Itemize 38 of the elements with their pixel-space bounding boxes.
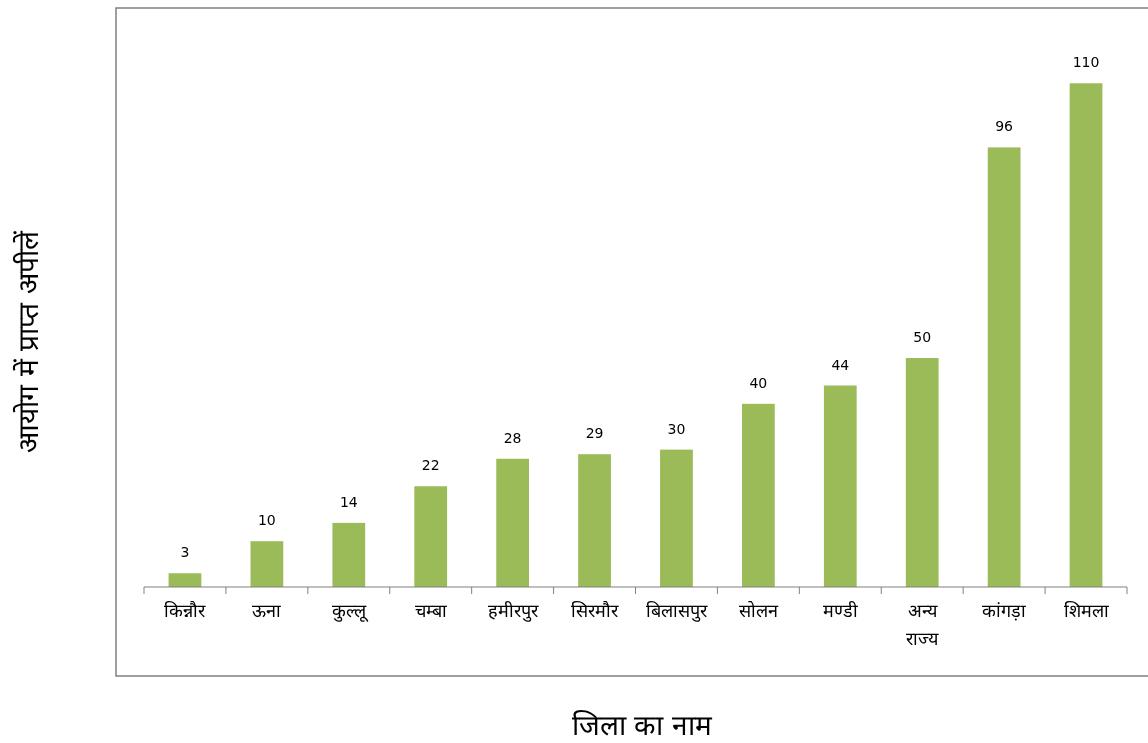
data-label: 28 bbox=[503, 429, 522, 446]
data-label: 50 bbox=[913, 329, 932, 346]
y-axis-title: आयोग में प्राप्त अपीलें bbox=[12, 229, 45, 454]
x-tick-label: चम्बा bbox=[414, 600, 447, 621]
data-label: 96 bbox=[995, 118, 1014, 135]
bar bbox=[578, 454, 611, 587]
data-label: 40 bbox=[749, 374, 768, 391]
x-tick-label: अन्य राज्य bbox=[906, 600, 940, 649]
data-label: 22 bbox=[421, 457, 440, 474]
bar bbox=[823, 385, 857, 587]
bar bbox=[741, 403, 775, 587]
x-tick-label: मण्डी bbox=[822, 600, 858, 621]
bar bbox=[660, 449, 693, 587]
bar bbox=[168, 573, 202, 587]
data-label: 10 bbox=[257, 512, 276, 529]
bar bbox=[905, 358, 939, 587]
x-tick-label: बिलासपुर bbox=[645, 600, 708, 622]
x-tick-label: कांगड़ा bbox=[982, 600, 1027, 621]
bar bbox=[987, 147, 1021, 587]
bar bbox=[1069, 83, 1103, 587]
x-tick-label: हमीरपुर bbox=[487, 600, 539, 622]
data-label: 3 bbox=[180, 544, 190, 561]
bar bbox=[414, 486, 448, 587]
bar bbox=[250, 541, 284, 587]
x-axis-title: जिला का नाम bbox=[571, 709, 714, 742]
data-label: 110 bbox=[1072, 54, 1100, 71]
data-label: 30 bbox=[667, 420, 686, 437]
x-tick-label: सोलन bbox=[738, 600, 779, 621]
data-label: 44 bbox=[831, 356, 850, 373]
x-tick-label: सिरमौर bbox=[571, 600, 620, 621]
data-label: 14 bbox=[339, 493, 358, 510]
x-tick-label: ऊना bbox=[252, 600, 282, 621]
bar bbox=[496, 458, 530, 587]
x-tick-label: किन्नौर bbox=[164, 600, 207, 621]
x-tick-label: शिमला bbox=[1063, 600, 1109, 621]
x-tick-label: कुल्लू bbox=[331, 600, 369, 622]
bar bbox=[332, 522, 366, 587]
data-label: 29 bbox=[585, 425, 604, 442]
